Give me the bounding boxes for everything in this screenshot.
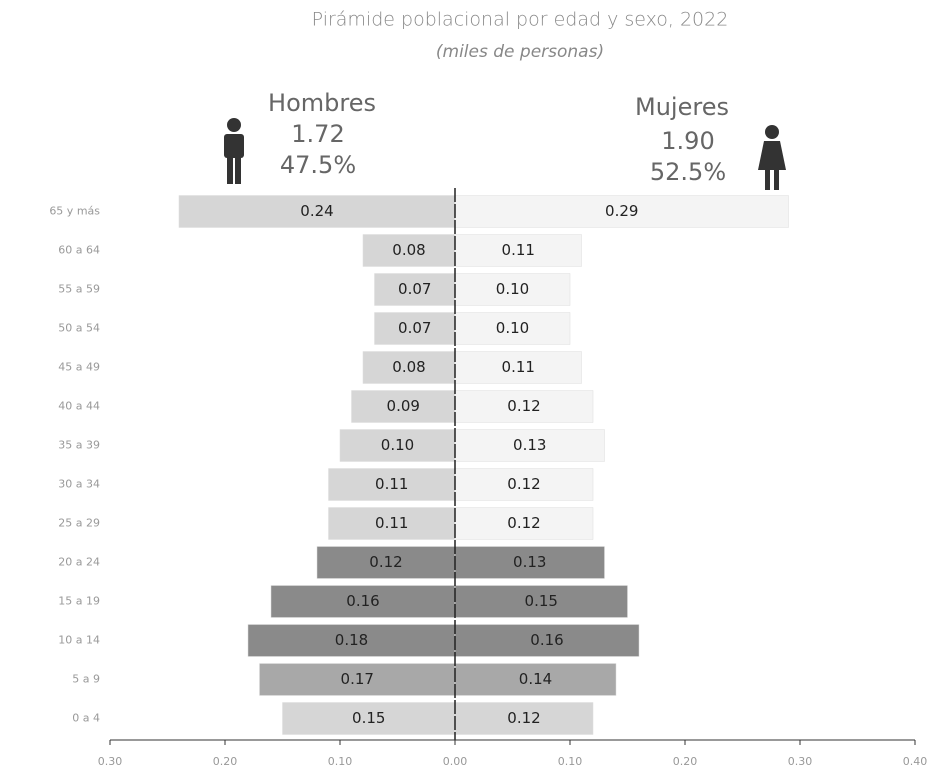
value-label: 0.29: [605, 202, 638, 220]
category-label: 30 a 34: [58, 478, 100, 491]
category-label: 5 a 9: [72, 673, 100, 686]
value-label: 0.07: [398, 319, 431, 337]
value-label: 0.10: [381, 436, 414, 454]
bar: [282, 702, 456, 735]
bar: [454, 390, 594, 423]
value-label: 0.11: [502, 241, 535, 259]
value-label: 0.09: [387, 397, 420, 415]
value-label: 0.15: [525, 592, 558, 610]
value-label: 0.08: [392, 358, 425, 376]
x-tick-label: 0.00: [443, 755, 468, 768]
category-label: 20 a 24: [58, 556, 100, 569]
category-label: 10 a 14: [58, 634, 100, 647]
value-label: 0.13: [513, 436, 546, 454]
right-header-total: 1.90: [661, 127, 714, 155]
right-header-share: 52.5%: [650, 158, 726, 186]
category-label: 25 a 29: [58, 517, 100, 530]
value-label: 0.24: [300, 202, 333, 220]
x-tick-label: 0.10: [328, 755, 353, 768]
bar: [270, 585, 456, 618]
value-label: 0.12: [507, 475, 540, 493]
category-label: 15 a 19: [58, 595, 100, 608]
x-tick-label: 0.20: [673, 755, 698, 768]
bar: [454, 234, 582, 267]
value-label: 0.07: [398, 280, 431, 298]
bar: [454, 429, 605, 462]
x-tick-label: 0.30: [98, 755, 123, 768]
chart-title: Pirámide poblacional por edad y sexo, 20…: [312, 9, 729, 31]
bar: [178, 195, 456, 228]
left-header-share: 47.5%: [280, 151, 356, 179]
x-tick-label: 0.20: [213, 755, 238, 768]
value-label: 0.11: [375, 514, 408, 532]
value-label: 0.14: [519, 670, 552, 688]
bar: [454, 585, 628, 618]
bar: [362, 234, 456, 267]
bar: [454, 702, 594, 735]
category-label: 55 a 59: [58, 283, 100, 296]
bar: [328, 468, 456, 501]
x-tick-label: 0.10: [558, 755, 583, 768]
value-label: 0.17: [341, 670, 374, 688]
bar: [454, 195, 789, 228]
bar: [259, 663, 456, 696]
bar: [454, 546, 605, 579]
female-icon: [758, 125, 786, 190]
bar: [454, 663, 617, 696]
bar: [454, 351, 582, 384]
bar: [454, 273, 571, 306]
value-label: 0.08: [392, 241, 425, 259]
value-label: 0.10: [496, 280, 529, 298]
category-label: 60 a 64: [58, 244, 100, 257]
bar: [339, 429, 456, 462]
right-header-name: Mujeres: [635, 93, 729, 121]
bar: [362, 351, 456, 384]
x-tick-label: 0.40: [903, 755, 928, 768]
bar: [374, 312, 456, 345]
bar: [316, 546, 456, 579]
category-label: 65 y más: [49, 205, 100, 218]
value-label: 0.11: [375, 475, 408, 493]
bar: [328, 507, 456, 540]
category-label: 35 a 39: [58, 439, 100, 452]
male-icon: [224, 118, 244, 184]
bar: [454, 507, 594, 540]
value-label: 0.15: [352, 709, 385, 727]
category-label: 40 a 44: [58, 400, 100, 413]
bar: [247, 624, 456, 657]
bar: [374, 273, 456, 306]
bar: [454, 624, 640, 657]
value-label: 0.12: [507, 397, 540, 415]
category-label: 50 a 54: [58, 322, 100, 335]
left-header-total: 1.72: [291, 120, 344, 148]
x-tick-label: 0.30: [788, 755, 813, 768]
value-label: 0.10: [496, 319, 529, 337]
value-label: 0.12: [507, 709, 540, 727]
value-label: 0.12: [507, 514, 540, 532]
chart-subtitle: (miles de personas): [436, 42, 604, 62]
value-label: 0.16: [346, 592, 379, 610]
value-label: 0.13: [513, 553, 546, 571]
left-header-name: Hombres: [268, 89, 376, 117]
value-label: 0.16: [530, 631, 563, 649]
value-label: 0.18: [335, 631, 368, 649]
category-label: 45 a 49: [58, 361, 100, 374]
value-label: 0.12: [369, 553, 402, 571]
value-label: 0.11: [502, 358, 535, 376]
category-label: 0 a 4: [72, 712, 100, 725]
